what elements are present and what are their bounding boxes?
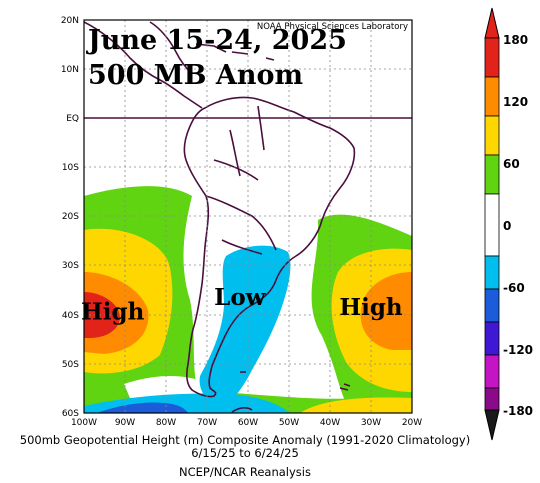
lon-label: 60W bbox=[238, 418, 258, 428]
lon-label: 70W bbox=[197, 418, 217, 428]
lat-label: 10N bbox=[61, 65, 79, 75]
colorbar-segment bbox=[484, 115, 500, 156]
lat-label: EQ bbox=[66, 114, 79, 124]
colorbar-segment bbox=[484, 387, 500, 411]
lat-label: 60S bbox=[62, 409, 79, 419]
colorbar-segment bbox=[484, 354, 500, 389]
colorbar-label: 180 bbox=[503, 33, 528, 47]
map-title-level: 500 MB Anom bbox=[88, 60, 303, 91]
colorbar-label: 60 bbox=[503, 157, 520, 171]
caption-source: NCEP/NCAR Reanalysis bbox=[179, 465, 311, 479]
longitude-axis: 100W 90W 80W 70W 60W 50W 40W 30W 20W bbox=[71, 418, 422, 428]
lat-label: 40S bbox=[62, 311, 79, 321]
lon-label: 30W bbox=[361, 418, 381, 428]
lon-label: 20W bbox=[402, 418, 422, 428]
map-frame bbox=[83, 19, 413, 414]
colorbar-label: -120 bbox=[503, 343, 533, 357]
colorbar-segment bbox=[484, 37, 500, 78]
colorbar-segment bbox=[484, 255, 500, 290]
colorbar-segment bbox=[484, 76, 500, 117]
lon-label: 50W bbox=[279, 418, 299, 428]
graticule bbox=[84, 20, 412, 413]
colorbar-label: -180 bbox=[503, 404, 533, 418]
colorbar: 180 120 60 0 -60 -120 -180 bbox=[484, 7, 533, 441]
lat-label: 10S bbox=[62, 163, 79, 173]
colorbar-bottom-arrow bbox=[484, 409, 500, 441]
anomaly-fills bbox=[84, 186, 412, 413]
lon-label: 100W bbox=[71, 418, 97, 428]
colorbar-segment bbox=[484, 193, 500, 257]
latitude-axis: 20N 10N EQ 10S 20S 30S 40S 50S 60S bbox=[61, 16, 79, 419]
feature-label-high: High bbox=[339, 294, 403, 321]
colorbar-segment bbox=[484, 321, 500, 356]
lat-label: 30S bbox=[62, 261, 79, 271]
feature-label-low: Low bbox=[214, 284, 267, 311]
lon-label: 40W bbox=[320, 418, 340, 428]
lon-label: 80W bbox=[156, 418, 176, 428]
lat-label: 20N bbox=[61, 16, 79, 26]
colorbar-segment bbox=[484, 288, 500, 323]
coastlines bbox=[84, 21, 356, 413]
map-title-date: June 15-24, 2025 bbox=[86, 25, 347, 56]
colorbar-top-arrow bbox=[484, 7, 500, 39]
colorbar-label: -60 bbox=[503, 281, 525, 295]
colorbar-label: 120 bbox=[503, 95, 528, 109]
colorbar-label: 0 bbox=[503, 219, 511, 233]
colorbar-segment bbox=[484, 154, 500, 195]
lon-label: 90W bbox=[115, 418, 135, 428]
feature-label-high: High bbox=[81, 299, 145, 326]
caption-dates: 6/15/25 to 6/24/25 bbox=[191, 446, 299, 460]
caption-main: 500mb Geopotential Height (m) Composite … bbox=[20, 433, 470, 447]
lab-credit: NOAA Physical Sciences Laboratory bbox=[257, 22, 408, 32]
lat-label: 50S bbox=[62, 360, 79, 370]
lat-label: 20S bbox=[62, 212, 79, 222]
pressure-feature-labels: High Low High bbox=[81, 284, 403, 326]
